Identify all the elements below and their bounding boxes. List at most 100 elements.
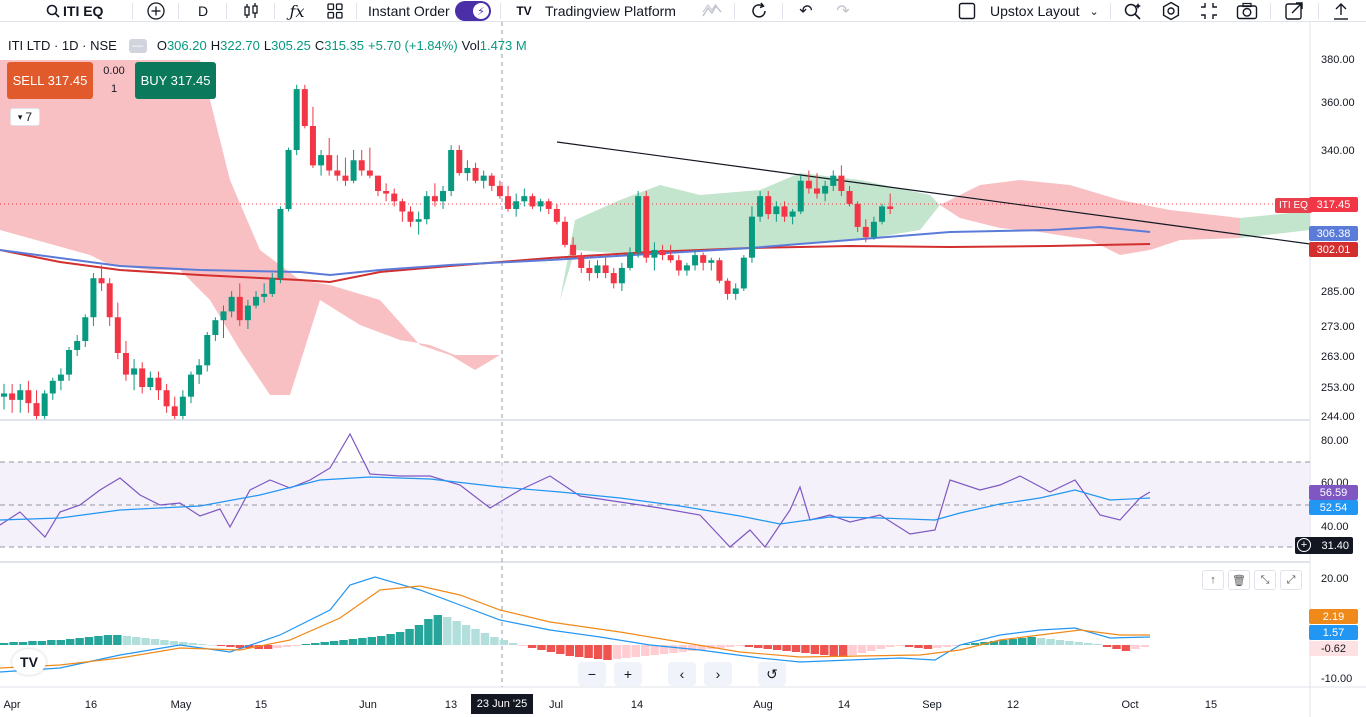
chart-type-button[interactable] [240, 0, 262, 22]
macd-histogram-bar [923, 645, 933, 649]
macd-histogram-bar [386, 634, 395, 645]
ichimoku-cloud-bullish [520, 173, 940, 355]
scroll-right-button[interactable]: › [704, 662, 732, 686]
divider [132, 3, 133, 19]
sell-button[interactable]: SELL 317.45 [7, 62, 93, 99]
macd-histogram-bar [339, 640, 348, 645]
macd-histogram-bar [801, 645, 810, 653]
open-external-button[interactable] [1283, 0, 1305, 22]
zoom-out-button[interactable]: − [578, 662, 606, 686]
maximize-pane-button[interactable]: ⤢ [1280, 570, 1302, 590]
candle-body [423, 196, 430, 220]
collapse-pane-button[interactable]: ⤡ [1254, 570, 1276, 590]
candle-body [90, 278, 97, 318]
rsi-ma-tag: 52.54 [1309, 500, 1358, 515]
fullscreen-button[interactable] [1198, 0, 1220, 22]
candle-body [870, 221, 877, 238]
redo-button[interactable]: ↷ [832, 0, 854, 22]
macd-histogram-bar [103, 635, 113, 645]
reset-chart-button[interactable]: ↺ [758, 662, 786, 686]
moving-average-blue [0, 225, 1151, 277]
candle-body [399, 201, 406, 212]
macd-axis-label: -10.00 [1321, 673, 1352, 685]
candle-body [212, 320, 219, 335]
spacer [650, 662, 660, 686]
layout-checkbox[interactable] [957, 0, 977, 22]
zoom-in-button[interactable]: + [614, 662, 642, 686]
macd-histogram-bar [480, 633, 490, 645]
refresh-icon [752, 2, 766, 18]
add-plus-icon[interactable]: + [1297, 538, 1311, 552]
instant-order-toggle[interactable]: ⚡ [455, 0, 491, 22]
order-quantity[interactable]: 0.00 1 [96, 62, 132, 98]
divider [356, 3, 357, 19]
macd-histogram-bar [584, 645, 593, 658]
indicators-toggle[interactable]: ▾ 7 [10, 108, 40, 126]
macd-histogram-bar [565, 645, 574, 656]
crosshair-value-tag: + 31.40 [1295, 537, 1353, 554]
chart-legend: ITI LTD · 1D · NSE — O 306.20 H 322.70 L 30… [8, 38, 527, 53]
candle-body [448, 150, 455, 192]
snapshot-button[interactable] [1235, 0, 1259, 22]
candle-body [196, 365, 203, 375]
collapse-legend-button[interactable]: — [128, 38, 147, 53]
candle-body [74, 341, 81, 350]
candle-body [748, 216, 755, 258]
undo-button[interactable]: ↶ [795, 0, 817, 22]
replay-button[interactable] [700, 0, 724, 22]
macd-histogram-bar [320, 642, 329, 645]
quick-search-button[interactable] [1122, 0, 1144, 22]
templates-button[interactable] [324, 0, 346, 22]
chart-navigation: − + ‹ › ↺ [578, 662, 786, 686]
candle-body [98, 278, 105, 284]
candle-body [147, 377, 154, 387]
macd-histogram-bar [989, 641, 999, 645]
price-chart[interactable]: 380.00 360.00 340.00 285.00 273.00 263.00 253.… [0, 22, 1366, 717]
layout-dropdown[interactable]: Upstox Layout ⌄ [990, 0, 1102, 22]
pane-tools: ↑ 🗑 ⤡ ⤢ [1202, 570, 1302, 590]
alert-button[interactable] [1330, 0, 1352, 22]
candle-body [25, 390, 32, 404]
move-pane-up-button[interactable]: ↑ [1202, 570, 1224, 590]
macd-hist-tag: -0.62 [1309, 641, 1358, 656]
refresh-button[interactable] [748, 0, 770, 22]
macd-histogram-bar [716, 645, 725, 648]
lightning-icon: ⚡ [473, 3, 489, 19]
macd-histogram-bar [395, 632, 405, 645]
candle-body [683, 265, 690, 271]
macd-histogram-bar [527, 645, 537, 648]
candle-body [537, 201, 544, 207]
time-axis-label: 13 [445, 699, 457, 711]
search-icon [46, 4, 60, 18]
time-axis-label: Apr [3, 699, 20, 711]
macd-histogram-bar [556, 645, 565, 654]
scroll-left-button[interactable]: ‹ [668, 662, 696, 686]
macd-histogram-bar [273, 645, 282, 648]
interval-button[interactable]: D [197, 3, 209, 19]
macd-histogram-bar [1046, 639, 1055, 645]
macd-histogram-bar [197, 644, 207, 645]
candle-body [366, 170, 373, 176]
price-axis-label: 273.00 [1321, 321, 1355, 333]
tradingview-logo-icon[interactable]: TV [12, 649, 46, 675]
quantity-value[interactable]: 1 [110, 83, 118, 95]
tradingview-platform-link[interactable]: Tradingview Platform [545, 3, 676, 19]
macd-histogram-bar [886, 645, 895, 647]
time-axis-label: Aug [753, 699, 773, 711]
macd-histogram-bar [1140, 645, 1149, 647]
buy-button[interactable]: BUY 317.45 [135, 62, 216, 99]
delete-pane-button[interactable]: 🗑 [1228, 570, 1250, 590]
candle-body [618, 267, 625, 284]
plus-icon: + [623, 666, 633, 682]
indicators-button[interactable]: ƒx [286, 0, 308, 22]
settings-button[interactable] [1160, 0, 1182, 22]
compare-symbol-button[interactable] [144, 0, 168, 22]
candle-body [675, 260, 682, 271]
macd-histogram-bar [829, 645, 838, 656]
macd-histogram-bar [1093, 644, 1102, 645]
candle-body [732, 288, 739, 294]
macd-histogram-bar [810, 645, 820, 654]
symbol-search[interactable]: ITI EQ [46, 0, 116, 22]
candle-body [456, 150, 463, 174]
macd-histogram-bar [1055, 640, 1065, 645]
